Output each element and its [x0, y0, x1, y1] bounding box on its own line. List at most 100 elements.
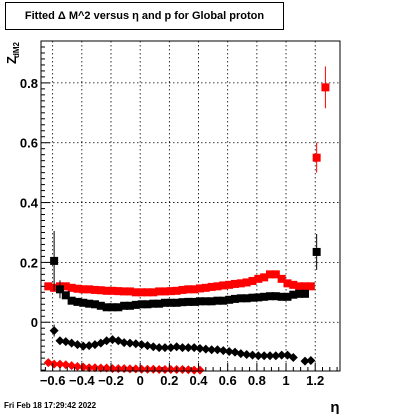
data-point-square [120, 301, 129, 310]
y-axis-title-subscript: dM2 [12, 41, 21, 58]
data-point-diamond [55, 336, 65, 346]
data-point-square [219, 281, 228, 290]
data-point-square [114, 303, 123, 312]
data-point-square [114, 287, 123, 296]
data-point-diamond [72, 362, 82, 372]
data-point-square [143, 288, 152, 297]
data-point-square [90, 285, 99, 294]
data-point-square [102, 303, 111, 312]
data-point-square [207, 282, 216, 291]
data-point-square [230, 294, 239, 303]
data-point-diamond [125, 338, 135, 348]
series-3 [43, 358, 205, 375]
data-point-square [178, 285, 187, 294]
data-point-square [178, 298, 187, 307]
data-point-square [131, 288, 140, 297]
series-2 [49, 324, 316, 366]
x-tick-label: 0.6 [219, 373, 237, 388]
chart-title: Fitted Δ M^2 versus η and p for Global p… [24, 10, 265, 22]
data-point-square [172, 298, 181, 307]
axis-ticks [41, 40, 338, 371]
data-point-square [184, 285, 193, 294]
data-point-diamond [247, 350, 257, 360]
data-point-diamond [183, 343, 193, 353]
data-point-square [55, 285, 64, 294]
data-point-square [190, 285, 199, 294]
data-point-square [131, 300, 140, 309]
y-axis-title: Z [4, 56, 19, 64]
data-point-diamond [61, 360, 71, 370]
data-point-square [149, 288, 158, 297]
plot-frame [40, 40, 341, 372]
data-point-square [300, 289, 309, 298]
data-point-square [67, 296, 76, 305]
data-point-square [166, 298, 175, 307]
data-point-diamond [166, 343, 176, 353]
data-point-diamond [195, 344, 205, 354]
data-point-diamond [207, 345, 217, 355]
data-point-square [236, 279, 245, 288]
data-point-diamond [154, 365, 164, 375]
data-point-diamond [102, 363, 112, 373]
data-point-diamond [189, 365, 199, 375]
data-point-square [312, 153, 321, 162]
data-point-square [125, 287, 134, 296]
tick-labels: −0.6 −0.4 −0.2 0 0.2 0.4 0.6 0.8 1 1.2 0 0.2 0.4 0.6 0… [20, 76, 324, 388]
data-point-square [260, 292, 269, 301]
data-point-diamond [142, 341, 152, 351]
data-point-diamond [119, 338, 129, 348]
data-point-square [300, 282, 309, 291]
data-point-square [44, 282, 53, 291]
data-point-square [137, 288, 146, 297]
x-tick-label: −0.6 [40, 373, 66, 388]
data-point-diamond [148, 342, 158, 352]
y-tick-label: 0.8 [20, 76, 38, 91]
data-point-square [230, 279, 239, 288]
data-point-diamond [189, 343, 199, 353]
data-point-square [295, 289, 304, 298]
data-point-diamond [166, 365, 176, 375]
data-point-diamond [49, 326, 59, 336]
grid-lines [41, 41, 340, 371]
x-tick-label: 0.4 [189, 373, 208, 388]
x-tick-label: −0.2 [98, 373, 124, 388]
data-point-diamond [84, 341, 94, 351]
data-point-diamond [160, 343, 170, 353]
data-point-square [289, 290, 298, 299]
data-point-square [242, 278, 251, 287]
data-point-diamond [55, 359, 65, 369]
data-point-diamond [137, 340, 147, 350]
data-point-square [295, 282, 304, 291]
data-point-diamond [218, 346, 228, 356]
data-point-square [219, 296, 228, 305]
data-point-diamond [300, 356, 310, 366]
data-point-square [213, 296, 222, 305]
data-point-square [265, 270, 274, 279]
data-point-square [108, 303, 117, 312]
data-point-square [85, 299, 94, 308]
data-point-square [254, 274, 263, 283]
data-point-square [166, 287, 175, 296]
data-point-square [306, 282, 315, 291]
data-point-diamond [172, 342, 182, 352]
data-point-square [137, 300, 146, 309]
series-1 [50, 230, 321, 312]
x-tick-label: 0 [137, 373, 144, 388]
data-point-diamond [131, 339, 141, 349]
y-tick-label: 0.6 [20, 136, 38, 151]
data-point-square [96, 286, 105, 295]
data-point-square [201, 283, 210, 292]
data-point-diamond [253, 351, 263, 361]
x-tick-label: −0.4 [69, 373, 95, 388]
data-point-square [79, 298, 88, 307]
data-point-diamond [271, 351, 281, 361]
data-point-diamond [201, 344, 211, 354]
data-point-square [155, 299, 164, 308]
data-point-diamond [259, 351, 269, 361]
x-tick-label: 1.2 [306, 373, 324, 388]
data-point-diamond [78, 362, 88, 372]
data-point-square [207, 297, 216, 306]
data-point-square [90, 300, 99, 309]
data-point-square [195, 297, 204, 306]
